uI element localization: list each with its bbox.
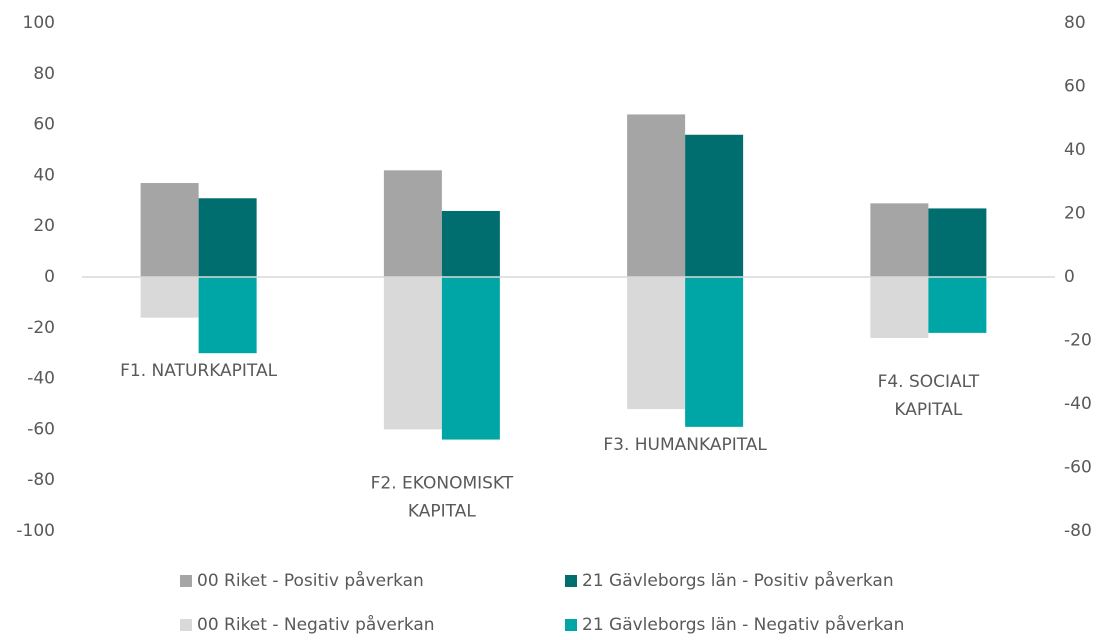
legend-swatch [180, 575, 192, 587]
x-tick-label: F3. HUMANKAPITAL [603, 435, 767, 455]
legend-swatch [565, 619, 577, 631]
y-tick-label: 100 [23, 13, 55, 33]
y-tick-label: 80 [33, 64, 55, 84]
x-tick-label: F1. NATURKAPITAL [120, 361, 278, 381]
y2-tick-label: 60 [1064, 77, 1086, 97]
y2-tick-label: 40 [1064, 140, 1086, 160]
bar [198, 198, 257, 277]
bar [928, 208, 987, 277]
bar [383, 277, 442, 430]
bar [928, 277, 987, 333]
y2-tick-label: 0 [1064, 267, 1075, 287]
y-tick-label: 40 [33, 165, 55, 185]
bar [383, 170, 442, 277]
y-tick-label: 60 [33, 115, 55, 135]
x-tick-label: F4. SOCIALT KAPITAL [878, 372, 980, 420]
y-tick-label: -100 [16, 521, 55, 541]
bar [685, 277, 744, 427]
y-tick-label: -40 [27, 369, 55, 389]
bar [870, 277, 929, 338]
y2-tick-label: 20 [1064, 204, 1086, 224]
bar [627, 277, 686, 410]
bar [198, 277, 257, 354]
legend-label: 21 Gävleborgs län - Negativ påverkan [582, 614, 904, 635]
legend-label: 00 Riket - Positiv påverkan [197, 570, 424, 591]
bar [441, 277, 500, 440]
label-line: KAPITAL [894, 400, 962, 420]
x-tick-label: F2. EKONOMISKT KAPITAL [371, 474, 514, 522]
y-tick-label: -20 [27, 318, 55, 338]
label-line: F2. EKONOMISKT [371, 474, 514, 494]
legend-swatch [180, 619, 192, 631]
y2-tick-label: -40 [1064, 394, 1092, 414]
bar [140, 277, 199, 318]
y2-tick-label: 80 [1064, 13, 1086, 33]
legend-label: 21 Gävleborgs län - Positiv påverkan [582, 570, 894, 591]
bar [870, 203, 929, 277]
y2-tick-label: -80 [1064, 521, 1092, 541]
label-line: KAPITAL [408, 502, 476, 522]
y-tick-label: 20 [33, 216, 55, 236]
bar [685, 134, 744, 277]
y-tick-label: -80 [27, 470, 55, 490]
y-tick-label: 0 [44, 267, 55, 287]
bar [140, 183, 199, 277]
legend-label: 00 Riket - Negativ påverkan [197, 614, 435, 635]
bar [627, 114, 686, 277]
legend-swatch [565, 575, 577, 587]
y2-tick-label: -20 [1064, 331, 1092, 351]
label-line: F4. SOCIALT [878, 372, 980, 392]
y2-tick-label: -60 [1064, 458, 1092, 478]
y-tick-label: -60 [27, 419, 55, 439]
bar [441, 210, 500, 277]
